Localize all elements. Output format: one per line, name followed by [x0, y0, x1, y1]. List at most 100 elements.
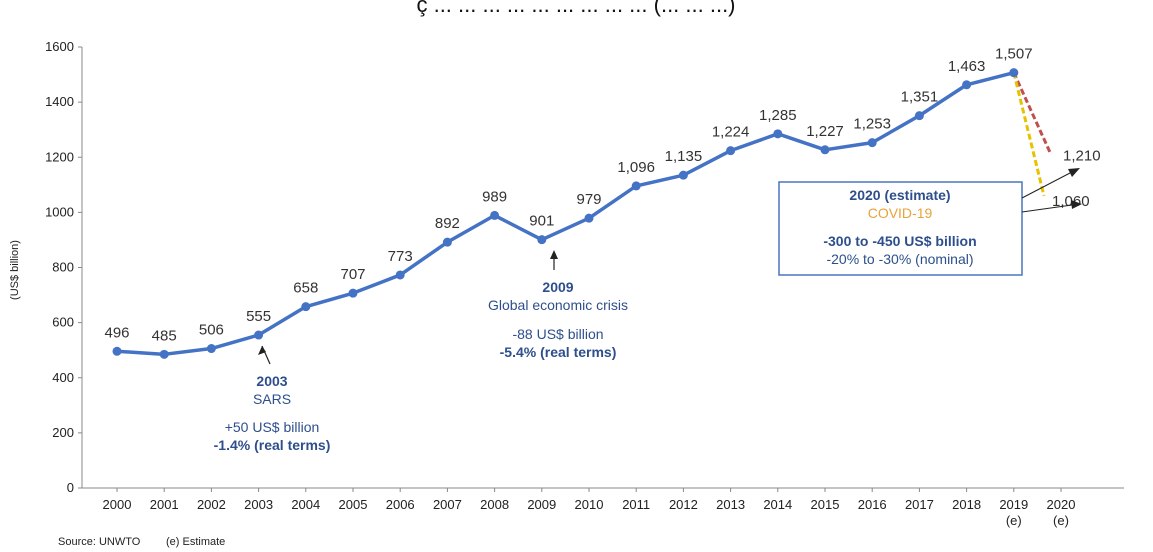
covid-arrow-lower-head	[1071, 200, 1082, 209]
x-tick-label: 2006	[386, 497, 415, 512]
data-label: 892	[435, 215, 460, 232]
data-point	[206, 344, 216, 354]
sars-name: SARS	[253, 391, 291, 407]
crisis-arrow-head	[550, 250, 558, 259]
projection-label: 1,060	[1052, 193, 1090, 210]
data-label: 707	[340, 266, 365, 283]
x-tick-label: 2003	[244, 497, 273, 512]
annotation-covid: 2020 (estimate) COVID-19 -300 to -450 US…	[778, 168, 1082, 276]
annotation-crisis: 2009 Global economic crisis -88 US$ bill…	[488, 250, 628, 360]
data-point	[490, 210, 500, 220]
data-label: 658	[293, 280, 318, 297]
y-tick-label: 400	[52, 370, 74, 385]
x-tick-label: 2013	[716, 497, 745, 512]
annotation-sars: 2003 SARS +50 US$ billion -1.4% (real te…	[214, 345, 331, 453]
x-tick-label: 2016	[858, 497, 887, 512]
data-label: 901	[529, 213, 554, 230]
x-tick-label: 2020	[1047, 497, 1076, 512]
source-note: Source: UNWTO	[58, 536, 141, 548]
data-label: 1,351	[901, 89, 939, 106]
data-point	[726, 146, 736, 156]
x-tick-label: 2005	[339, 497, 368, 512]
data-label: 485	[152, 327, 177, 344]
crisis-line2: -5.4% (real terms)	[500, 344, 617, 360]
data-label: 1,227	[806, 123, 844, 140]
y-tick-label: 200	[52, 425, 74, 440]
data-label: 1,285	[759, 107, 797, 124]
crisis-year: 2009	[542, 279, 573, 295]
x-tick-label: 2009	[527, 497, 556, 512]
data-label: 1,096	[617, 159, 655, 176]
covid-box	[778, 181, 1023, 276]
data-point	[159, 349, 169, 359]
data-point	[348, 288, 358, 298]
data-label: 1,224	[712, 124, 750, 141]
crisis-line1: -88 US$ billion	[512, 326, 603, 342]
x-tick-label: 2007	[433, 497, 462, 512]
data-point	[867, 138, 877, 148]
data-point	[112, 346, 122, 356]
covid-arrow-upper	[1021, 172, 1071, 199]
projection-label: 1,210	[1063, 147, 1101, 164]
y-axis-title: (US$ billion)	[9, 240, 21, 300]
data-point	[773, 129, 783, 139]
data-point	[254, 330, 264, 340]
x-tick-label: 2014	[763, 497, 792, 512]
x-tick-label: 2002	[197, 497, 226, 512]
y-tick-label: 800	[52, 260, 74, 275]
chart-title: ç ... ... ... ... ... ... ... ... ... (.…	[416, 0, 735, 17]
x-tick-label: 2001	[150, 497, 179, 512]
crisis-name: Global economic crisis	[488, 297, 628, 313]
data-point	[678, 170, 688, 180]
data-label: 555	[246, 308, 271, 325]
series-polyline	[116, 70, 1015, 357]
covid-arrow-lower	[1021, 204, 1073, 213]
projection-line	[1012, 72, 1053, 156]
data-label: 496	[104, 324, 129, 341]
data-point	[395, 270, 405, 280]
data-label: 1,253	[853, 116, 891, 133]
y-tick-label: 600	[52, 315, 74, 330]
data-label: 1,463	[948, 58, 986, 75]
y-tick-label: 1200	[45, 149, 74, 164]
data-point	[584, 213, 594, 223]
covid-line1: -300 to -450 US$ billion	[823, 233, 976, 249]
data-point	[537, 235, 547, 245]
x-tick-label: 2018	[952, 497, 981, 512]
x-tick-sublabel: (e)	[1053, 513, 1069, 528]
data-label: 1,135	[665, 148, 703, 165]
x-tick-label: 2008	[480, 497, 509, 512]
projection-line	[1012, 72, 1046, 197]
data-point	[301, 302, 311, 312]
x-tick-label: 2017	[905, 497, 934, 512]
data-label: 979	[576, 191, 601, 208]
sars-line1: +50 US$ billion	[225, 419, 320, 435]
data-point	[442, 237, 452, 247]
covid-name: COVID-19	[868, 205, 933, 221]
sars-year: 2003	[256, 373, 287, 389]
x-tick-label: 2004	[291, 497, 320, 512]
x-tick-label: 2000	[103, 497, 132, 512]
data-point	[631, 181, 641, 191]
series-line	[116, 70, 1015, 357]
data-point	[820, 145, 830, 155]
y-axis-ticks: 0 200 400 600 800 1000 1200 1400 1600	[45, 39, 82, 495]
data-point	[962, 80, 972, 90]
data-point	[1009, 68, 1019, 78]
sars-line2: -1.4% (real terms)	[214, 437, 331, 453]
x-tick-label: 2012	[669, 497, 698, 512]
covid-title: 2020 (estimate)	[849, 187, 950, 203]
data-label: 989	[482, 188, 507, 205]
x-tick-label: 2011	[622, 497, 650, 512]
data-labels: 496 485 506 555 658 707 773 892 989 901 979 1,096 1,…	[104, 46, 1032, 345]
data-point	[914, 111, 924, 121]
x-tick-label: 2019	[999, 497, 1028, 512]
y-tick-label: 0	[67, 480, 74, 495]
y-tick-label: 1400	[45, 94, 74, 109]
data-label: 773	[388, 248, 413, 265]
x-tick-label: 2010	[575, 497, 604, 512]
sars-arrow-head	[258, 346, 266, 355]
y-tick-label: 1600	[45, 39, 74, 54]
data-label: 506	[199, 322, 224, 339]
